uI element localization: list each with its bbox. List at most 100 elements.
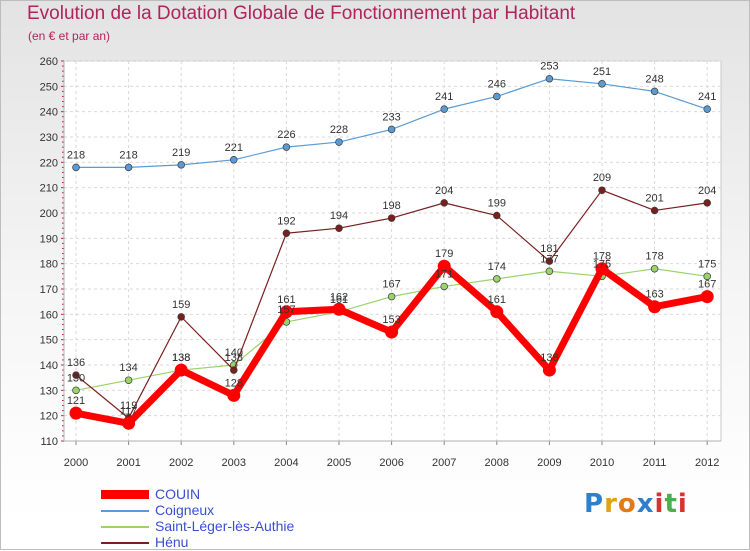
y-tick-label: 120 <box>40 411 58 423</box>
data-point-saint-leger <box>72 386 80 395</box>
y-tick-label: 260 <box>40 56 58 68</box>
data-point-coigneux <box>440 105 448 113</box>
y-tick-label: 250 <box>40 81 58 93</box>
x-tick-label: 2005 <box>327 457 351 469</box>
data-label-saint-leger: 178 <box>645 251 663 263</box>
data-point-coigneux <box>387 125 396 134</box>
legend-swatch-coigneux <box>101 510 149 512</box>
data-label-coigneux: 221 <box>225 142 243 154</box>
data-point-henu <box>598 186 606 194</box>
series-layer <box>69 74 714 430</box>
data-label-coigneux: 253 <box>540 61 558 73</box>
data-label-coigneux: 219 <box>172 147 190 159</box>
data-label-couin: 117 <box>120 405 138 417</box>
data-label-henu: 204 <box>698 185 716 197</box>
data-label-henu: 209 <box>593 172 611 184</box>
x-tick-label: 2007 <box>432 457 456 469</box>
proxiti-logo: Proxiti <box>584 489 688 519</box>
y-tick-label: 110 <box>40 436 58 448</box>
data-point-saint-leger <box>545 267 554 276</box>
data-point-coigneux <box>545 74 554 83</box>
legend-label-henu: Hénu <box>155 534 189 550</box>
data-label-saint-leger: 130 <box>67 372 85 384</box>
data-point-henu <box>440 199 448 207</box>
legend-item-couin: COUIN <box>101 486 361 503</box>
x-tick-label: 2003 <box>222 457 246 469</box>
data-label-saint-leger: 175 <box>593 258 611 270</box>
data-label-coigneux: 251 <box>593 66 611 78</box>
x-tick-label: 2004 <box>274 457 298 469</box>
data-point-coigneux <box>650 87 659 96</box>
data-label-henu: 201 <box>645 192 663 204</box>
data-point-saint-leger <box>124 376 133 384</box>
x-tick-label: 2008 <box>485 457 509 469</box>
x-tick-label: 2009 <box>537 457 561 469</box>
data-point-couin <box>542 363 556 377</box>
data-point-couin <box>227 388 241 402</box>
data-point-couin <box>437 259 451 273</box>
legend-swatch-saint-leger <box>101 526 149 528</box>
y-tick-label: 200 <box>40 208 58 220</box>
data-label-couin: 161 <box>488 294 506 306</box>
legend: COUIN Coigneux Saint-Léger-lès-Authie Hé… <box>101 486 361 551</box>
data-label-coigneux: 218 <box>119 149 137 161</box>
data-point-coigneux <box>177 161 185 169</box>
data-point-couin <box>385 325 399 339</box>
data-label-saint-leger: 177 <box>540 253 558 265</box>
data-point-couin <box>332 302 346 316</box>
data-label-saint-leger: 157 <box>277 304 295 316</box>
data-label-henu: 199 <box>488 198 506 210</box>
data-point-coigneux <box>124 163 133 172</box>
data-point-saint-leger <box>703 272 711 281</box>
data-label-saint-leger: 174 <box>488 261 506 273</box>
data-label-henu: 138 <box>225 352 243 364</box>
data-point-coigneux <box>230 156 238 164</box>
data-label-saint-leger: 138 <box>172 352 190 364</box>
data-label-couin: 138 <box>540 352 558 364</box>
legend-item-henu: Hénu <box>101 534 361 551</box>
data-label-henu: 159 <box>172 299 190 311</box>
data-point-henu <box>650 206 659 215</box>
data-label-couin: 167 <box>698 279 716 291</box>
data-point-henu <box>72 371 80 379</box>
legend-swatch-couin <box>101 490 149 499</box>
chart-subtitle: (en € et par an) <box>28 29 111 43</box>
legend-label-coigneux: Coigneux <box>155 502 215 518</box>
data-point-saint-leger <box>440 282 448 291</box>
x-tick-label: 2002 <box>169 457 193 469</box>
data-point-saint-leger <box>387 292 396 301</box>
data-point-couin <box>174 363 188 377</box>
x-tick-label: 2000 <box>64 457 88 469</box>
data-point-coigneux <box>335 138 343 146</box>
axes: 110 120 130 140 150 160 170 180 190 200 210 220 230 2… <box>40 56 721 469</box>
data-point-couin <box>648 300 662 314</box>
data-label-henu: 192 <box>277 215 295 227</box>
data-point-henu <box>230 366 238 374</box>
data-label-couin: 179 <box>435 248 453 260</box>
data-label-coigneux: 246 <box>488 78 506 90</box>
y-tick-label: 220 <box>40 157 58 169</box>
y-tick-label: 140 <box>40 360 58 372</box>
data-point-coigneux <box>598 80 606 88</box>
x-tick-label: 2012 <box>695 457 719 469</box>
data-label-couin: 178 <box>593 251 611 263</box>
logo-letter: r <box>604 489 618 519</box>
data-label-coigneux: 241 <box>435 91 453 103</box>
data-point-henu <box>282 229 291 238</box>
data-label-saint-leger: 171 <box>435 268 453 280</box>
data-label-coigneux: 248 <box>645 73 663 85</box>
x-tick-label: 2010 <box>590 457 614 469</box>
data-label-saint-leger: 175 <box>698 258 716 270</box>
gridlines <box>64 60 721 441</box>
data-point-couin <box>490 305 504 319</box>
data-point-couin <box>122 416 136 430</box>
data-label-couin: 138 <box>172 352 190 364</box>
logo-letter: x <box>636 489 655 519</box>
data-label-saint-leger: 161 <box>330 294 348 306</box>
legend-swatch-henu <box>101 542 149 544</box>
y-tick-label: 230 <box>40 132 58 144</box>
data-label-couin: 128 <box>225 377 243 389</box>
y-tick-label: 160 <box>40 309 58 321</box>
y-tick-label: 170 <box>40 284 58 296</box>
y-tick-label: 240 <box>40 107 58 119</box>
